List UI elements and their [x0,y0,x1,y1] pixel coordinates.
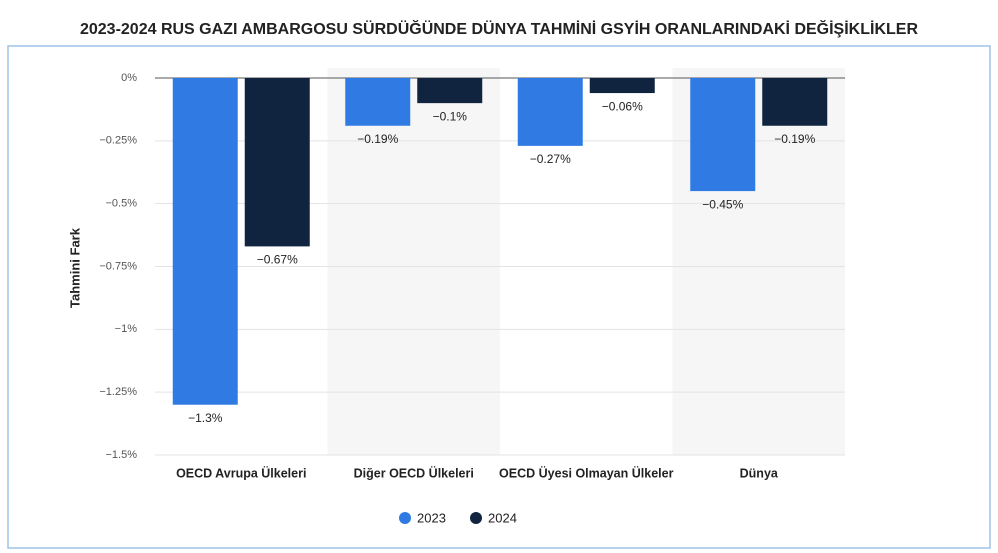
band-background [327,68,500,455]
bar [589,78,655,94]
frame [7,45,991,549]
bar [517,78,583,146]
value-label: −0.19% [774,132,815,146]
value-label: −0.1% [433,109,468,123]
y-tick-label: 0% [121,72,137,84]
bar [345,78,411,126]
bar [690,78,756,192]
x-tick-label: Diğer OECD Ülkeleri [354,465,474,480]
y-tick-label: −1.25% [99,386,137,398]
value-label: −1.3% [188,411,223,425]
bar [762,78,828,126]
bar [244,78,310,247]
chart-title: 2023-2024 RUS GAZI AMBARGOSU SÜRDÜĞÜNDE … [80,19,918,38]
bar [172,78,238,405]
y-tick-label: −1% [115,323,138,335]
bar [417,78,483,104]
value-label: −0.19% [357,132,398,146]
x-tick-label: OECD Avrupa Ülkeleri [176,465,306,480]
legend-marker [470,512,482,524]
y-tick-label: −0.75% [99,260,137,272]
x-tick-label: OECD Üyesi Olmayan Ülkeler [499,465,674,480]
legend-label: 2024 [488,510,517,525]
x-tick-label: Dünya [740,466,779,480]
y-axis-label: Tahmini Fark [67,227,82,308]
y-tick-label: −0.5% [106,198,138,210]
y-tick-label: −1.5% [106,449,138,461]
value-label: −0.27% [530,152,571,166]
value-label: −0.67% [257,253,298,267]
y-tick-label: −0.25% [99,135,137,147]
value-label: −0.06% [602,99,643,113]
value-label: −0.45% [702,197,743,211]
legend-marker [399,512,411,524]
legend-label: 2023 [417,510,446,525]
